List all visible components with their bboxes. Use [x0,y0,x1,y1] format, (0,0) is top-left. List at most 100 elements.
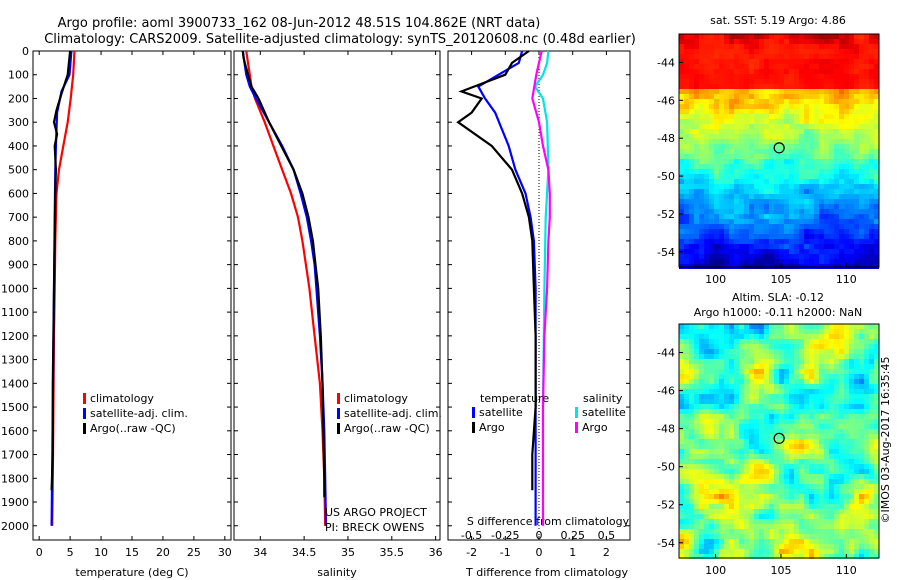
sst-cell [774,134,779,139]
sst-cell [714,69,719,74]
sst-cell [874,149,879,154]
sst-cell [804,199,809,204]
temp-xtick-label: 5 [67,546,74,559]
sst-cell [739,169,744,174]
sst-cell [804,134,809,139]
sst-cell [789,209,794,214]
sla-cell [689,494,694,499]
sla-cell [739,459,744,464]
sst-cell [844,189,849,194]
sla-cell [784,434,789,439]
sst-cell [699,44,704,49]
sst-cell [794,239,799,244]
sst-cell [739,184,744,189]
sla-cell [684,449,689,454]
sla-cell [704,479,709,484]
sla-cell [739,524,744,529]
sla-cell [779,444,784,449]
sst-cell [759,219,764,224]
sst-cell [789,219,794,224]
sla-cell [829,439,834,444]
sla-cell [749,359,754,364]
sla-cell [809,374,814,379]
sla-cell [769,344,774,349]
sst-cell [844,129,849,134]
sla-cell [734,379,739,384]
sst-cell [834,234,839,239]
sst-cell [854,204,859,209]
sla-cell [714,484,719,489]
sst-cell [749,229,754,234]
sst-cell [739,134,744,139]
sla-cell [789,459,794,464]
sla-cell [804,484,809,489]
sla-cell [719,419,724,424]
sla-cell [789,514,794,519]
sla-cell [774,524,779,529]
sst-cell [824,194,829,199]
sla-cell [844,334,849,339]
sla-cell [739,484,744,489]
sla-cell [694,374,699,379]
sla-cell [864,439,869,444]
sla-cell [684,494,689,499]
sst-cell [684,224,689,229]
sla-cell [819,494,824,499]
sst-cell [694,229,699,234]
sla-cell [724,554,729,559]
sla-cell [724,404,729,409]
sla-cell [714,409,719,414]
sst-cell [849,124,854,129]
sla-cell [864,389,869,394]
sla-cell [739,474,744,479]
sla-cell [804,469,809,474]
sst-cell [789,189,794,194]
sla-cell [714,514,719,519]
sst-cell [839,114,844,119]
sla-cell [694,509,699,514]
sla-cell [814,369,819,374]
sst-ytick-label: -54 [657,246,675,259]
sla-cell [689,554,694,559]
sla-cell [719,384,724,389]
sst-cell [794,104,799,109]
sst-cell [829,139,834,144]
sla-cell [864,509,869,514]
sst-cell [789,139,794,144]
sla-cell [804,394,809,399]
sla-cell [819,424,824,429]
sla-cell [739,449,744,454]
sst-cell [774,224,779,229]
sst-cell [789,164,794,169]
sla-cell [704,474,709,479]
sst-cell [859,194,864,199]
sla-cell [849,554,854,559]
sla-cell [829,539,834,544]
sla-cell [794,529,799,534]
sst-cell [694,34,699,39]
sst-cell [779,184,784,189]
sla-cell [684,404,689,409]
sla-cell [839,394,844,399]
sla-cell [689,539,694,544]
sla-cell [719,519,724,524]
sla-cell [704,344,709,349]
sla-cell [799,384,804,389]
sla-cell [774,419,779,424]
sst-cell [804,54,809,59]
sla-cell [709,344,714,349]
sla-cell [699,409,704,414]
sst-cell [739,69,744,74]
sst-cell [869,119,874,124]
sst-cell [684,49,689,54]
sla-cell [734,494,739,499]
sla-cell [689,504,694,509]
sst-cell [739,234,744,239]
sla-cell [759,474,764,479]
sla-cell [779,524,784,529]
sla-cell [679,454,684,459]
sla-cell [869,409,874,414]
sst-cell [819,154,824,159]
sst-cell [789,59,794,64]
sst-cell [834,184,839,189]
